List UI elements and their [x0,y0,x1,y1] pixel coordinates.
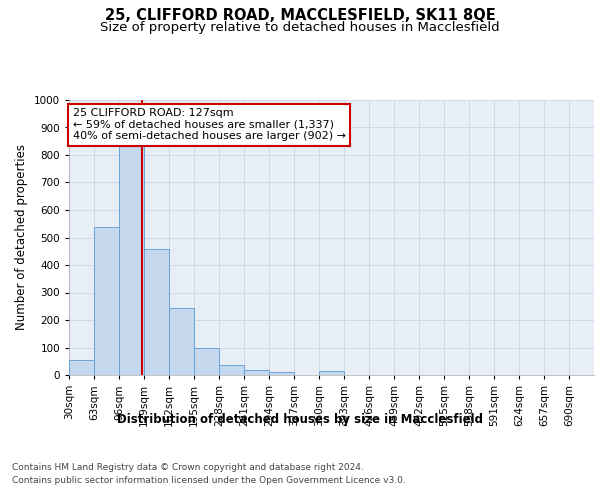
Text: 25, CLIFFORD ROAD, MACCLESFIELD, SK11 8QE: 25, CLIFFORD ROAD, MACCLESFIELD, SK11 8Q… [104,8,496,22]
Bar [319,372,344,375]
Text: Size of property relative to detached houses in Macclesfield: Size of property relative to detached ho… [100,21,500,34]
Bar [94,228,119,375]
Bar [219,366,244,375]
Bar [169,308,194,375]
Text: 25 CLIFFORD ROAD: 127sqm
← 59% of detached houses are smaller (1,337)
40% of sem: 25 CLIFFORD ROAD: 127sqm ← 59% of detach… [73,108,346,142]
Text: Contains HM Land Registry data © Crown copyright and database right 2024.: Contains HM Land Registry data © Crown c… [12,462,364,471]
Bar [269,372,294,375]
Bar [194,348,219,375]
Bar [69,360,94,375]
Bar [144,248,169,375]
Text: Distribution of detached houses by size in Macclesfield: Distribution of detached houses by size … [117,412,483,426]
Y-axis label: Number of detached properties: Number of detached properties [15,144,28,330]
Text: Contains public sector information licensed under the Open Government Licence v3: Contains public sector information licen… [12,476,406,485]
Bar [244,370,269,375]
Bar [119,146,144,375]
